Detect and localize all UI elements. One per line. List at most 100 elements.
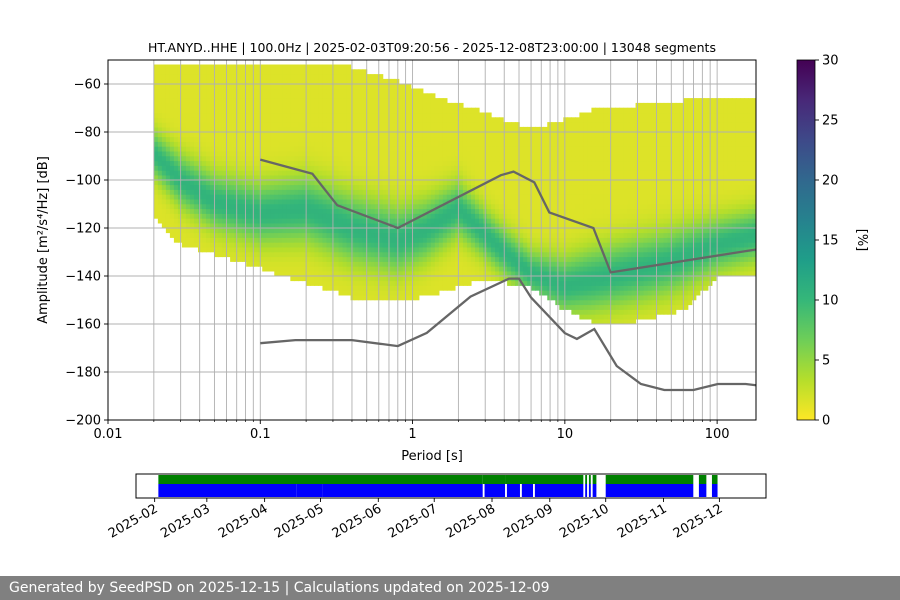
density-cell <box>579 299 584 306</box>
density-cell <box>515 266 520 272</box>
density-cell <box>479 174 484 181</box>
density-cell <box>181 69 187 75</box>
density-cell <box>583 117 588 123</box>
density-cell <box>350 112 356 118</box>
density-cell <box>346 285 352 291</box>
density-cell <box>346 107 352 114</box>
density-cell <box>575 194 580 200</box>
density-cell <box>591 309 597 315</box>
density-cell <box>631 256 637 262</box>
density-cell <box>169 83 175 90</box>
density-cell <box>615 246 621 253</box>
density-cell <box>266 256 271 262</box>
density-cell <box>270 150 275 157</box>
density-cell <box>282 122 287 128</box>
density-cell <box>181 227 187 234</box>
density-cell <box>350 194 356 200</box>
density-cell <box>474 126 480 133</box>
density-cell <box>587 270 593 277</box>
density-cell <box>523 170 528 176</box>
density-cell <box>631 280 637 286</box>
density-cell <box>474 208 480 214</box>
density-cell <box>181 218 187 224</box>
density-cell <box>302 208 307 214</box>
density-cell <box>487 251 492 258</box>
density-cell <box>394 270 400 277</box>
density-cell <box>603 150 609 157</box>
density-cell <box>406 136 412 142</box>
density-cell <box>575 208 580 214</box>
density-cell <box>161 136 167 142</box>
density-cell <box>286 189 291 195</box>
density-cell <box>185 222 191 229</box>
density-cell <box>169 165 175 171</box>
density-cell <box>410 179 416 186</box>
density-cell <box>218 64 223 70</box>
density-cell <box>354 126 360 133</box>
density-cell <box>230 227 235 234</box>
density-cell <box>189 222 195 229</box>
density-cell <box>623 222 629 229</box>
density-cell <box>238 141 243 147</box>
density-cell <box>314 256 320 262</box>
density-cell <box>414 218 420 224</box>
density-cell <box>334 246 340 253</box>
density-cell <box>470 218 476 224</box>
density-cell <box>487 184 492 190</box>
density-cell <box>242 189 247 195</box>
density-cell <box>442 155 448 162</box>
density-cell <box>567 299 572 306</box>
density-cell <box>302 88 307 94</box>
density-cell <box>470 213 476 219</box>
density-cell <box>222 184 227 190</box>
density-cell <box>210 232 215 238</box>
density-cell <box>603 246 609 253</box>
density-cell <box>422 242 428 248</box>
density-cell <box>238 64 243 70</box>
density-cell <box>262 179 267 186</box>
density-cell <box>623 203 629 210</box>
density-cell <box>466 227 472 234</box>
density-cell <box>394 160 400 166</box>
density-cell <box>615 112 621 118</box>
density-cell <box>454 136 460 142</box>
density-cell <box>282 74 287 80</box>
density-cell <box>210 170 215 176</box>
density-cell <box>599 203 605 210</box>
density-cell <box>302 131 307 138</box>
density-cell <box>326 98 332 104</box>
density-cell <box>479 146 484 152</box>
density-cell <box>165 194 171 200</box>
density-cell <box>406 160 412 166</box>
density-cell <box>254 78 259 85</box>
density-cell <box>374 237 380 243</box>
density-cell <box>193 69 199 75</box>
density-cell <box>354 213 360 219</box>
density-cell <box>639 314 645 320</box>
density-cell <box>515 150 520 157</box>
density-cell <box>382 285 388 291</box>
density-cell <box>587 290 593 296</box>
density-cell <box>394 194 400 200</box>
density-cell <box>583 203 588 210</box>
density-cell <box>438 136 444 142</box>
density-cell <box>242 69 247 75</box>
density-cell <box>422 165 428 171</box>
density-cell <box>394 155 400 162</box>
density-cell <box>270 179 275 186</box>
density-cell <box>390 294 396 301</box>
density-cell <box>470 174 476 181</box>
density-cell <box>206 150 211 157</box>
density-cell <box>193 64 199 70</box>
density-cell <box>370 184 376 190</box>
density-cell <box>531 189 536 195</box>
density-cell <box>230 69 235 75</box>
density-cell <box>246 218 251 224</box>
density-cell <box>446 251 452 258</box>
density-cell <box>282 131 287 138</box>
density-cell <box>306 222 311 229</box>
density-cell <box>390 198 396 205</box>
density-cell <box>414 227 420 234</box>
density-cell <box>266 194 271 200</box>
density-cell <box>161 194 167 200</box>
